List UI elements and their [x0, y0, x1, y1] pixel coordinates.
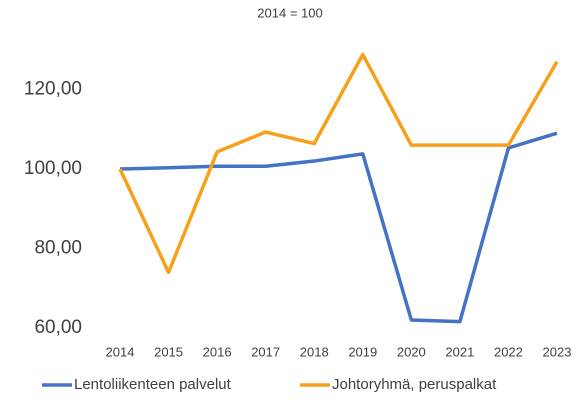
series-line — [119, 131, 558, 324]
series-line — [118, 52, 559, 275]
y-tick-label: 80,00 — [34, 238, 82, 259]
chart-title: 2014 = 100 — [257, 5, 322, 20]
x-tick-label: 2020 — [397, 344, 426, 359]
y-tick-label: 60,00 — [34, 317, 82, 338]
x-tick-label: 2021 — [445, 344, 474, 359]
x-tick-label: 2014 — [106, 344, 135, 359]
x-tick-label: 2022 — [494, 344, 523, 359]
legend-label: Lentoliikenteen palvelut — [74, 376, 232, 393]
x-tick-label: 2017 — [251, 344, 280, 359]
legend-label: Johtoryhmä, peruspalkat — [332, 376, 497, 393]
x-tick-label: 2018 — [300, 344, 329, 359]
y-tick-label: 100,00 — [24, 158, 82, 179]
x-tick-label: 2015 — [154, 344, 183, 359]
y-tick-label: 120,00 — [24, 79, 82, 100]
x-tick-label: 2016 — [203, 344, 232, 359]
x-tick-label: 2023 — [543, 344, 572, 359]
x-tick-label: 2019 — [348, 344, 377, 359]
